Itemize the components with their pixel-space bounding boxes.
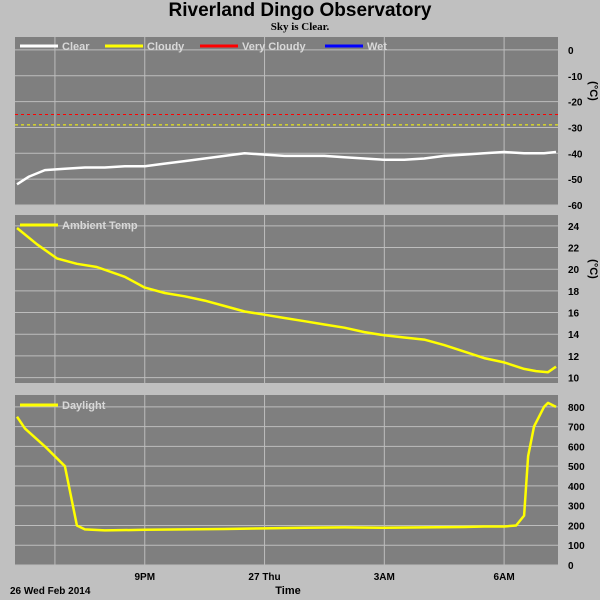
chart-title: Riverland Dingo Observatory: [168, 0, 432, 21]
y-tick-label: -50: [568, 175, 583, 186]
legend-label: Wet: [367, 41, 387, 53]
y-tick-label: -60: [568, 201, 583, 212]
x-axis-label: Time: [275, 585, 300, 597]
y-tick-label: 800: [568, 403, 585, 414]
y-tick-label: -20: [568, 98, 583, 109]
y-tick-label: 200: [568, 521, 585, 532]
y-axis-label: (°C): [587, 259, 599, 279]
date-label: 26 Wed Feb 2014: [10, 586, 91, 597]
y-tick-label: 700: [568, 423, 585, 434]
y-tick-label: 0: [568, 46, 574, 57]
legend-label: Very Cloudy: [242, 41, 306, 53]
y-tick-label: 20: [568, 265, 580, 276]
series-line-clear: [16, 150, 557, 186]
y-tick-label: 300: [568, 502, 585, 513]
x-tick-label: 6AM: [494, 572, 515, 583]
legend-label: Clear: [62, 41, 90, 53]
plot-area-1: [15, 37, 558, 205]
legend-label: Cloudy: [147, 41, 185, 53]
y-tick-label: 18: [568, 287, 580, 298]
y-tick-label: 500: [568, 462, 585, 473]
y-tick-label: -10: [568, 72, 583, 83]
y-tick-label: 0: [568, 561, 574, 572]
y-tick-label: 14: [568, 330, 580, 341]
y-tick-label: 600: [568, 442, 585, 453]
y-tick-label: 16: [568, 309, 580, 320]
series-line-daylight: [15, 401, 557, 532]
plot-area-2: [15, 215, 558, 383]
y-tick-label: 400: [568, 482, 585, 493]
plot-area-3: [15, 395, 558, 565]
x-tick-label: 27 Thu: [248, 572, 280, 583]
y-tick-label: 10: [568, 374, 580, 385]
y-tick-label: 22: [568, 244, 580, 255]
y-tick-label: 24: [568, 222, 580, 233]
y-tick-label: 12: [568, 352, 580, 363]
series-line-ambient-temp: [16, 227, 557, 374]
legend-label: Ambient Temp: [62, 220, 138, 232]
x-tick-label: 9PM: [134, 572, 155, 583]
y-tick-label: -30: [568, 123, 583, 134]
y-tick-label: 100: [568, 541, 585, 552]
y-axis-label: (°C): [587, 81, 599, 101]
x-tick-label: 3AM: [374, 572, 395, 583]
y-tick-label: -40: [568, 149, 583, 160]
legend-label: Daylight: [62, 400, 106, 412]
sky-status-subtitle: Sky is Clear.: [270, 21, 330, 33]
